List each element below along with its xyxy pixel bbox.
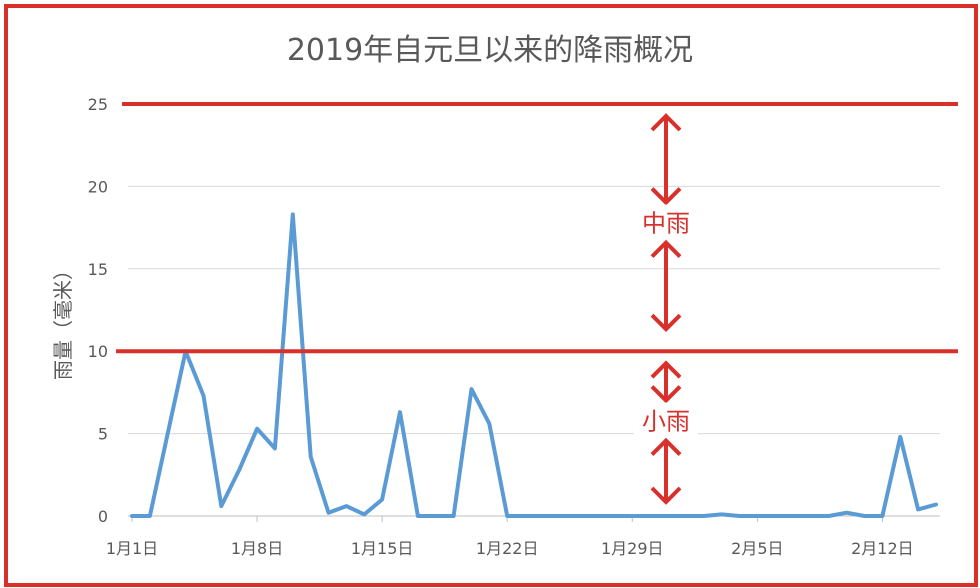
rainfall-series-line [130, 212, 938, 518]
zhongyu-arrow-top [650, 113, 682, 206]
chart-title: 2019年自元旦以来的降雨概况 [287, 33, 693, 68]
zhongyu-arrow-bottom [650, 239, 682, 333]
y-tick-label: 15 [88, 260, 108, 279]
y-tick-label: 10 [88, 342, 108, 361]
y-axis-ticks: 0 5 10 15 20 25 [88, 95, 108, 526]
arrow-head-down [650, 385, 682, 404]
x-tick-label: 1月1日 [106, 539, 158, 558]
y-axis-label: 雨量（毫米） [51, 260, 75, 380]
arrow-head-down [650, 486, 682, 505]
label-bg [634, 402, 698, 437]
x-tick-label: 1月15日 [351, 539, 414, 558]
annotation-zhongyu: 中雨 [642, 210, 690, 238]
x-tick-label: 2月12日 [851, 539, 914, 558]
y-tick-label: 20 [88, 177, 108, 196]
arrow-head-up [650, 239, 682, 259]
x-tick-label: 2月5日 [731, 539, 783, 558]
grid [128, 103, 940, 517]
xiaoyu-arrow-top [650, 360, 682, 404]
arrow-head-up [650, 113, 682, 132]
threshold-lines [116, 102, 958, 354]
y-tick-label: 25 [88, 95, 108, 114]
arrow-head-up [650, 437, 682, 457]
y-tick-label: 0 [98, 507, 108, 526]
x-axis-ticks: 1月1日 1月8日 1月15日 1月22日 1月29日 2月5日 2月12日 [106, 516, 914, 558]
x-tick-label: 1月22日 [476, 539, 539, 558]
x-tick-label: 1月29日 [601, 539, 664, 558]
chart-frame [4, 4, 978, 587]
arrow-head-up [650, 360, 682, 379]
x-tick-label: 1月8日 [231, 539, 283, 558]
arrow-head-down [650, 313, 682, 333]
xiaoyu-arrow-bottom [650, 437, 682, 505]
y-tick-label: 5 [98, 425, 108, 444]
annotation-xiaoyu: 小雨 [642, 408, 690, 436]
arrow-head-down [650, 187, 682, 206]
label-bg [634, 204, 698, 239]
series-group [130, 212, 938, 518]
